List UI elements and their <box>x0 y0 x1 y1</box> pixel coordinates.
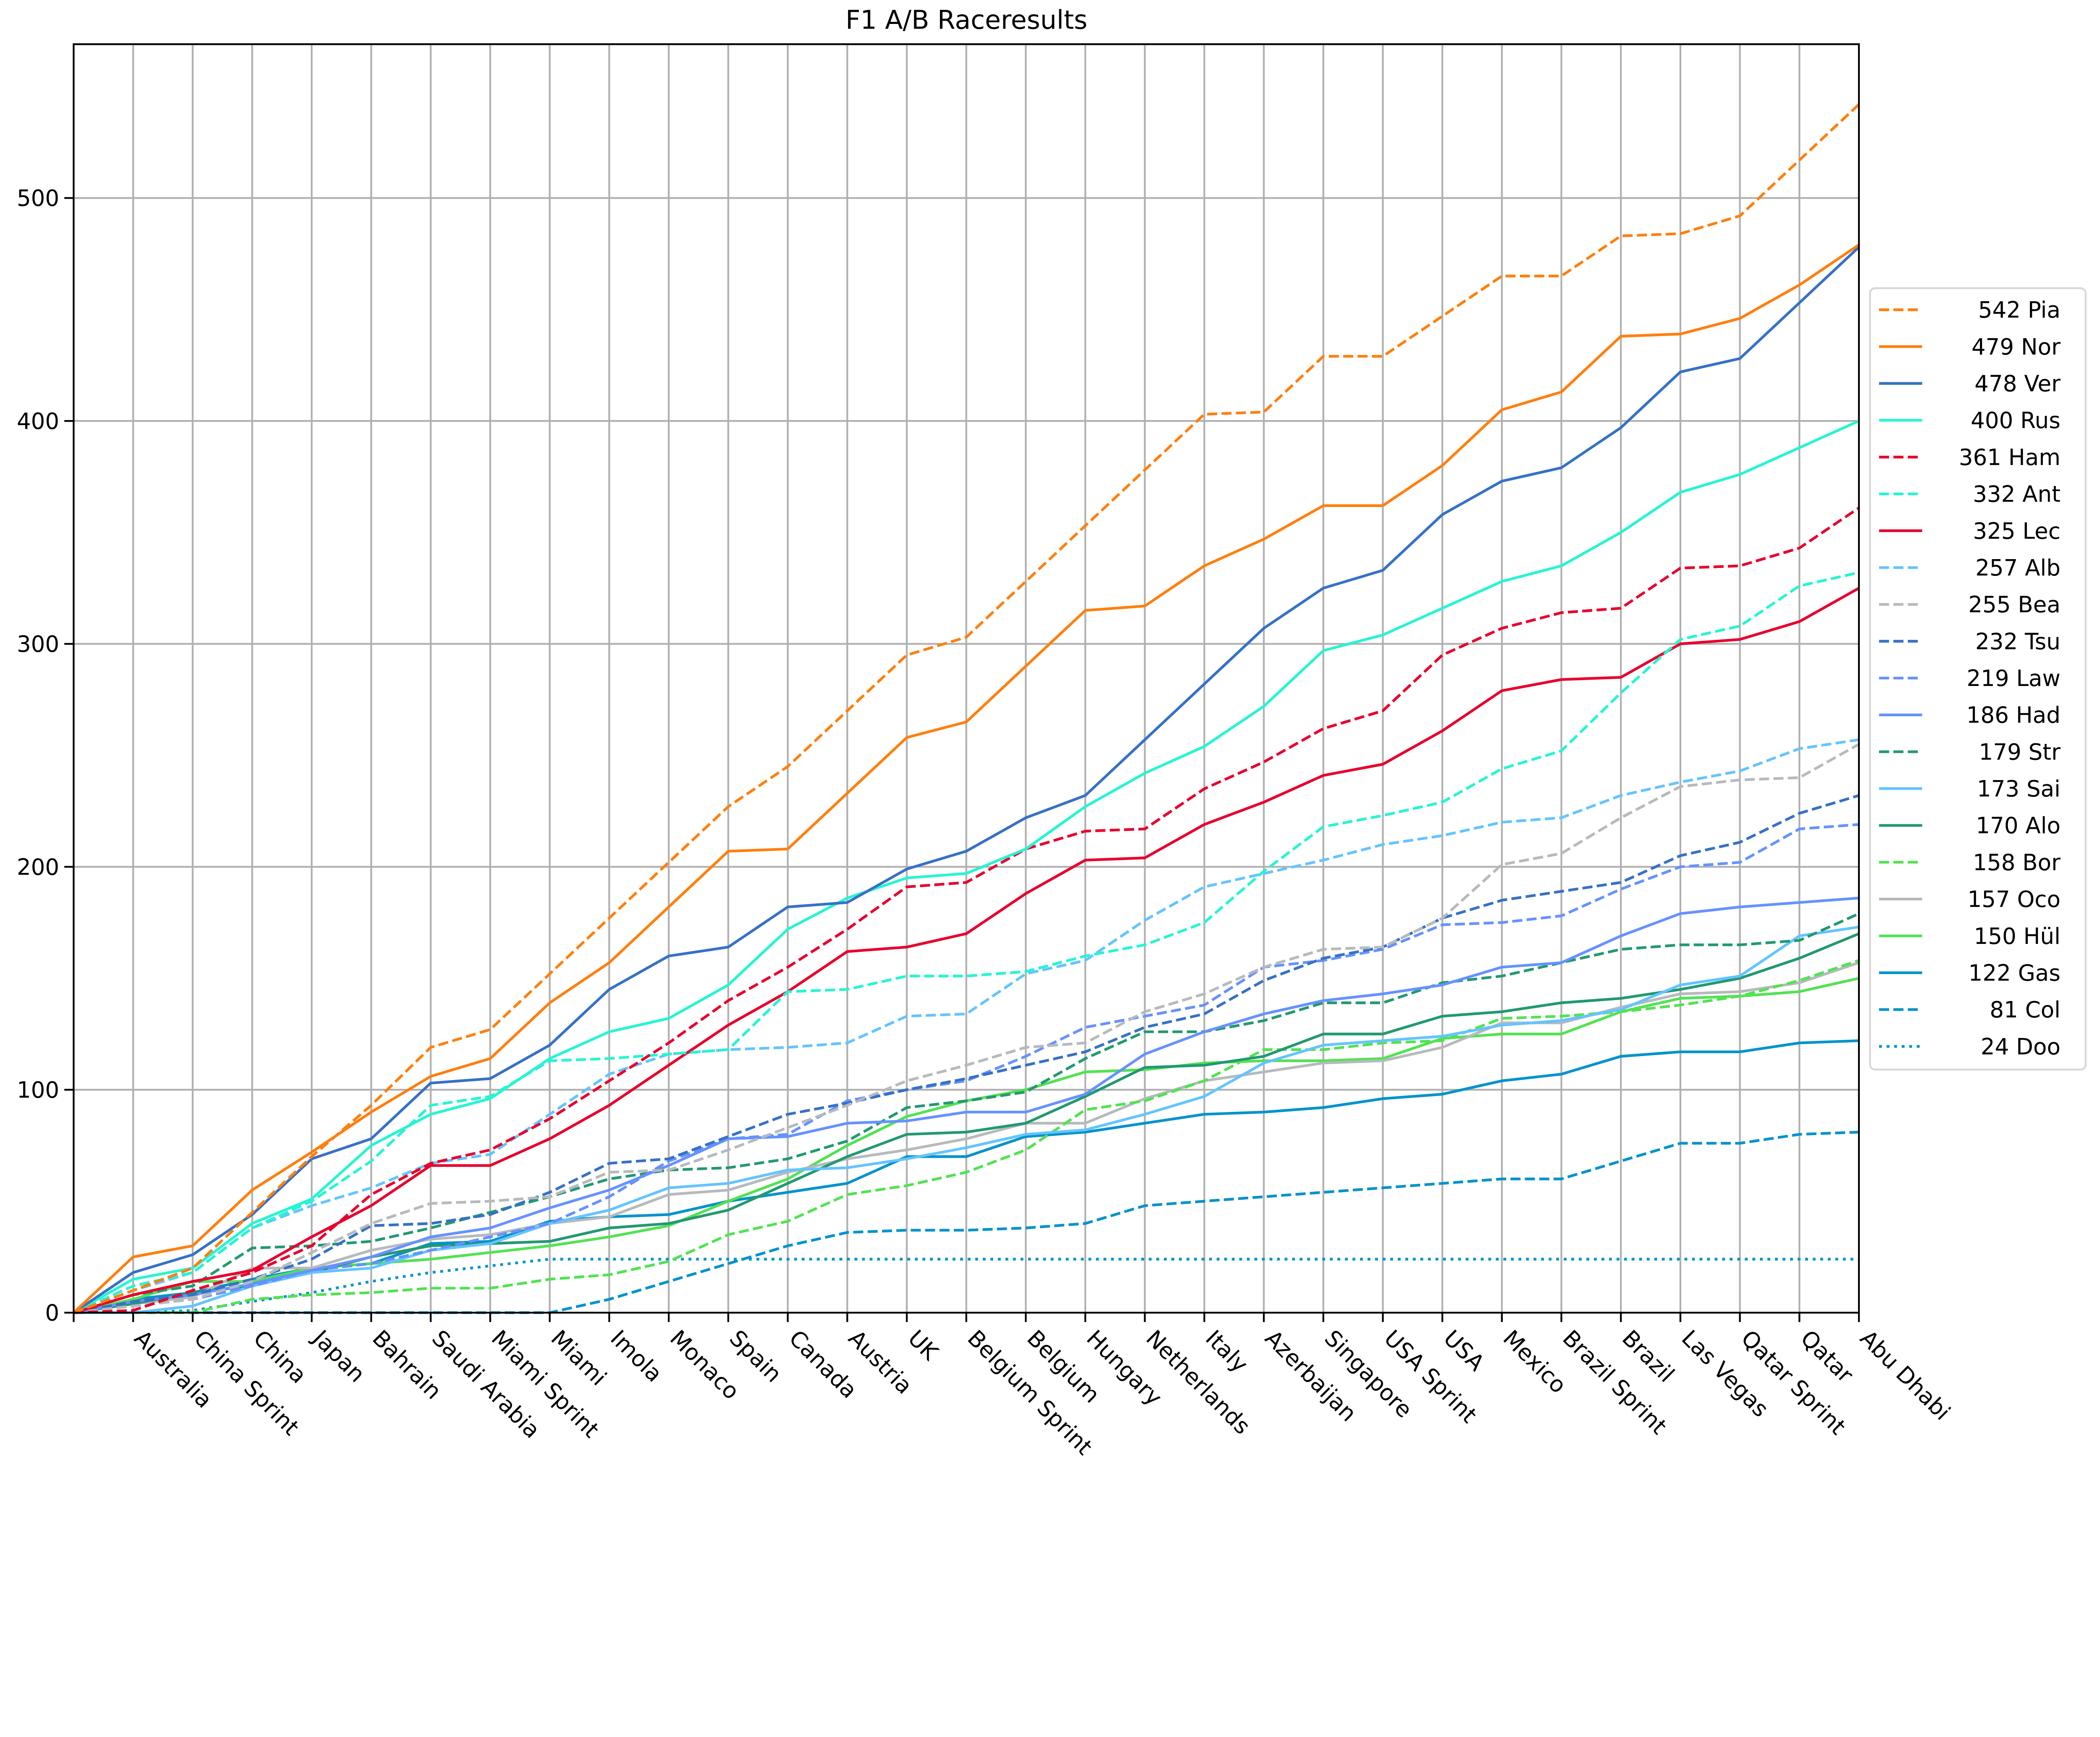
series-line-lec <box>73 587 1860 1314</box>
legend-label: 255 Bea <box>1968 592 2061 618</box>
y-tick-label: 200 <box>17 854 59 880</box>
series-line-ver <box>73 246 1860 1314</box>
legend-label: 24 Doo <box>1981 1034 2061 1060</box>
legend-label: 332 Ant <box>1973 481 2061 507</box>
chart-title: F1 A/B Raceresults <box>845 5 1087 35</box>
x-tick-label: Qatar Sprint <box>1736 1325 1851 1440</box>
x-tick-label: Japan <box>307 1324 370 1387</box>
legend-label: 232 Tsu <box>1975 628 2061 654</box>
plot-frame <box>73 43 1860 1314</box>
y-axis: 0 100 200 300 400 500 <box>17 185 74 1326</box>
x-tick-label: Netherlands <box>1141 1325 1255 1439</box>
x-tick-label: Mexico <box>1498 1325 1572 1398</box>
legend-label: 150 Hül <box>1974 923 2061 949</box>
legend-label: 179 Str <box>1979 739 2061 765</box>
legend-label: 122 Gas <box>1969 960 2061 986</box>
x-tick-label: UK <box>903 1325 944 1366</box>
legend-label: 478 Ver <box>1974 371 2061 397</box>
legend-label: 186 Had <box>1966 702 2061 728</box>
x-tick-label: Italy <box>1200 1325 1253 1377</box>
legend-label: 542 Pia <box>1978 297 2061 323</box>
x-tick-label: Abu Dhabi <box>1855 1325 1956 1425</box>
legend-label: 400 Rus <box>1971 407 2061 434</box>
series-line-alb <box>73 738 1859 1314</box>
series-line-ant <box>73 571 1859 1314</box>
legend-label: 157 Oco <box>1968 886 2061 912</box>
series-line-nor <box>73 244 1860 1314</box>
series-line-rus <box>73 420 1860 1314</box>
legend-label: 257 Alb <box>1975 555 2061 581</box>
series-line-law <box>74 823 1859 1314</box>
legend-label: 158 Bor <box>1973 849 2061 875</box>
y-tick-label: 300 <box>17 631 59 657</box>
legend-label: 81 Col <box>1990 997 2061 1023</box>
legend-label: 173 Sai <box>1977 776 2061 802</box>
series-line-had <box>73 896 1859 1314</box>
series-line-oco <box>73 961 1860 1314</box>
legend-label: 479 Nor <box>1971 334 2061 360</box>
series-line-bor <box>74 959 1860 1314</box>
legend-label: 219 Law <box>1966 665 2060 691</box>
series-line-col <box>74 1130 1859 1314</box>
legend: 542 Pia 479 Nor 478 Ver 400 Rus 361 Ham 332 A… <box>1869 287 2087 1071</box>
series-line-ham <box>74 507 1860 1314</box>
legend-box <box>1869 287 2087 1071</box>
y-tick-label: 0 <box>45 1300 59 1326</box>
legend-label: 325 Lec <box>1973 518 2060 544</box>
y-tick-label: 400 <box>17 408 59 434</box>
series-line-bea <box>74 743 1860 1314</box>
x-tick-label: China Sprint <box>189 1325 304 1440</box>
series-line-sai <box>74 925 1859 1314</box>
x-tick-label: Brazil Sprint <box>1557 1325 1672 1439</box>
series-line-tsu <box>73 794 1859 1314</box>
x-tick-label: Imola <box>605 1325 667 1387</box>
y-tick-label: 100 <box>17 1077 59 1103</box>
legend-label: 361 Ham <box>1959 444 2061 470</box>
x-tick-label: USA <box>1438 1325 1489 1376</box>
series-lines <box>73 103 1860 1314</box>
y-tick-label: 500 <box>17 185 59 211</box>
legend-label: 170 Alo <box>1976 813 2060 839</box>
series-line-pia <box>73 103 1860 1314</box>
